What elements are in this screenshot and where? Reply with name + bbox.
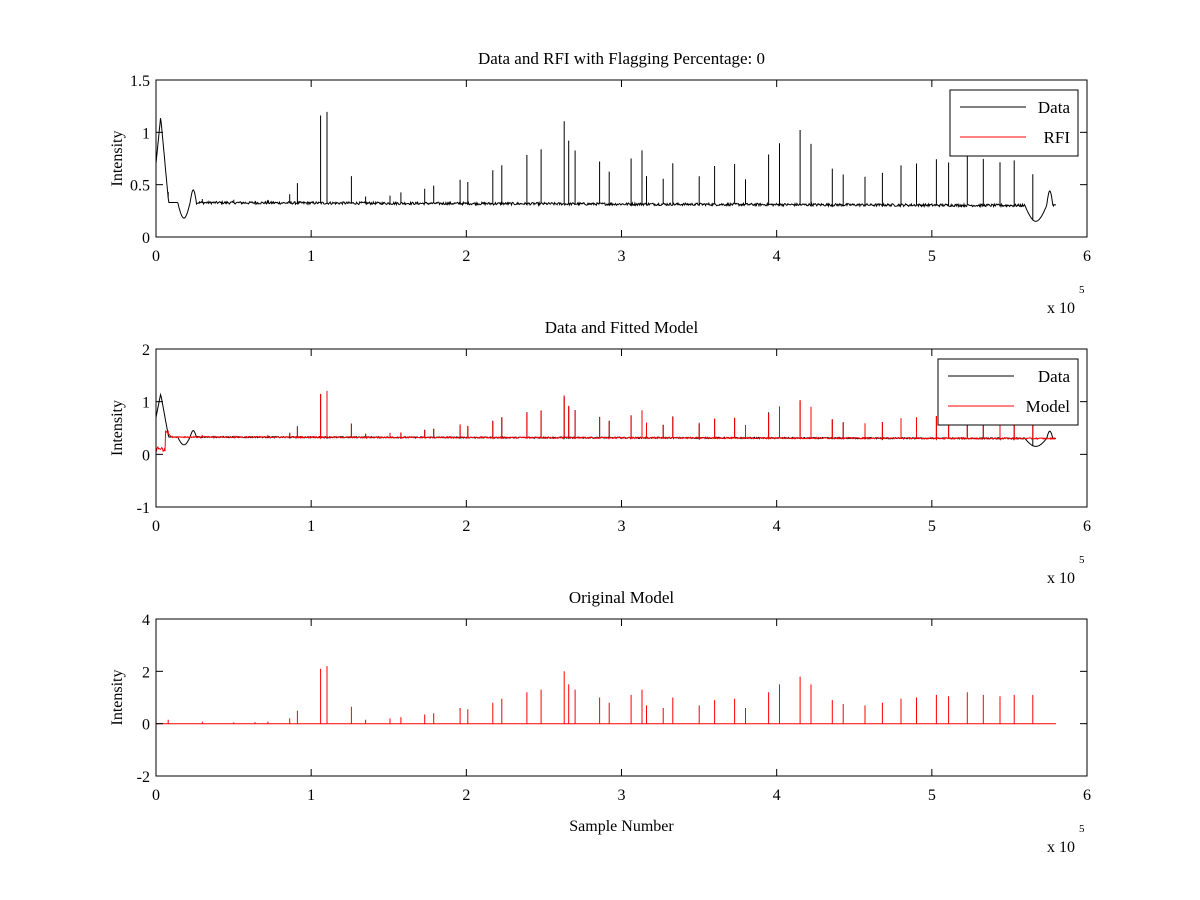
y-tick-label: 1 xyxy=(142,125,150,142)
x-tick-label: 6 xyxy=(1083,248,1091,265)
y-axis-label: Intensity xyxy=(109,131,126,187)
x-tick-label: 1 xyxy=(307,787,315,804)
x-tick-label: 6 xyxy=(1083,787,1091,804)
x-tick-label: 0 xyxy=(152,787,160,804)
x-tick-label: 5 xyxy=(928,787,936,804)
x-tick-label: 5 xyxy=(928,248,936,265)
x-tick-label: 0 xyxy=(152,248,160,265)
y-tick-label: -1 xyxy=(137,500,150,517)
x-tick-label: 5 xyxy=(928,518,936,535)
legend: Data RFI xyxy=(949,89,1079,157)
x-multiplier-label: x 10 xyxy=(1047,839,1075,856)
x-multiplier-exponent: 5 xyxy=(1079,823,1085,835)
x-tick-label: 6 xyxy=(1083,518,1091,535)
x-tick-label: 4 xyxy=(773,248,781,265)
x-multiplier-label: x 10 xyxy=(1047,570,1075,587)
chart-title: Original Model xyxy=(569,588,675,607)
x-tick-label: 3 xyxy=(618,787,626,804)
x-multiplier-exponent: 5 xyxy=(1079,554,1085,566)
chart-title: Data and RFI with Flagging Percentage: 0 xyxy=(478,49,765,68)
legend-entry-label: Data xyxy=(1038,98,1071,117)
x-axis-label: Sample Number xyxy=(569,818,674,835)
axes-box xyxy=(155,618,1088,777)
x-tick-label: 4 xyxy=(773,518,781,535)
x-tick-label: 2 xyxy=(462,248,470,265)
y-axis-label: Intensity xyxy=(109,670,126,726)
x-tick-label: 2 xyxy=(462,787,470,804)
x-tick-label: 4 xyxy=(773,787,781,804)
y-tick-label: 0 xyxy=(142,447,150,464)
y-tick-label: 1 xyxy=(142,395,150,412)
series-line-model xyxy=(156,390,1057,453)
legend-box xyxy=(949,89,1079,157)
y-tick-label: 1.5 xyxy=(130,73,150,90)
x-tick-label: 0 xyxy=(152,518,160,535)
y-tick-label: 0 xyxy=(142,230,150,247)
series-line-data xyxy=(156,111,1056,222)
x-multiplier-label: x 10 xyxy=(1047,300,1075,317)
series-line-original-model xyxy=(156,666,1056,725)
y-axis-label: Intensity xyxy=(109,400,126,456)
chart-panel-1: 0 1 2 3 4 5 6 0 0.5 1 1.5 Data and RFI with Flaggin… xyxy=(109,49,1091,317)
x-multiplier-exponent: 5 xyxy=(1079,284,1085,296)
chart-title: Data and Fitted Model xyxy=(545,318,699,337)
legend-entry-label: Data xyxy=(1038,367,1071,386)
legend-box xyxy=(937,358,1079,426)
legend-entry-label: Model xyxy=(1026,397,1071,416)
y-tick-label: 0.5 xyxy=(130,178,150,195)
legend-entry-label: RFI xyxy=(1044,128,1071,147)
y-tick-label: 4 xyxy=(142,612,150,629)
y-tick-label: 0 xyxy=(142,717,150,734)
legend: Data Model xyxy=(937,358,1079,426)
x-tick-label: 1 xyxy=(307,518,315,535)
axes-box xyxy=(155,79,1088,238)
x-tick-label: 2 xyxy=(462,518,470,535)
y-tick-label: 2 xyxy=(142,664,150,681)
y-tick-label: 2 xyxy=(142,342,150,359)
x-tick-label: 3 xyxy=(618,248,626,265)
y-tick-label: -2 xyxy=(137,769,150,786)
x-tick-label: 1 xyxy=(307,248,315,265)
x-tick-label: 3 xyxy=(618,518,626,535)
